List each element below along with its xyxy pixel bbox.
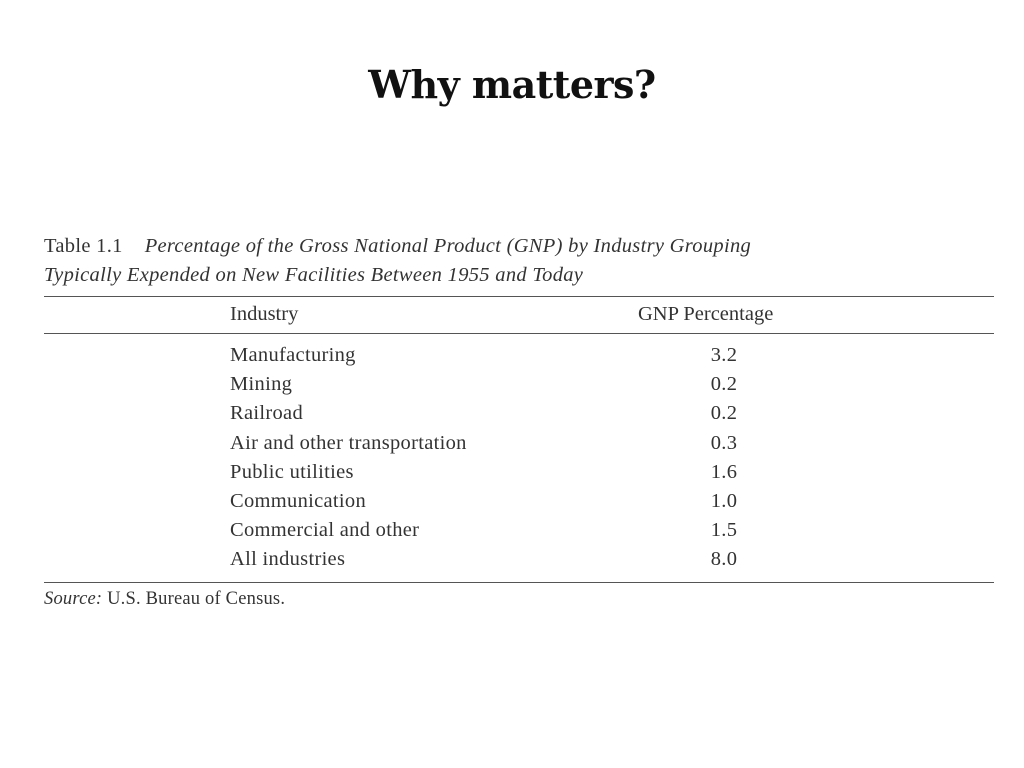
cell-industry: Air and other transportation bbox=[230, 431, 467, 454]
table-caption-line1: Percentage of the Gross National Product… bbox=[144, 235, 752, 257]
table-body: Manufacturing 3.2 Mining 0.2 Railroad 0.… bbox=[44, 334, 994, 582]
table-top-rule bbox=[44, 296, 994, 297]
cell-industry: Mining bbox=[230, 373, 293, 396]
table-row: Railroad 0.2 bbox=[44, 400, 994, 429]
table-label: Table 1.1 bbox=[44, 235, 123, 257]
cell-industry: Manufacturing bbox=[230, 344, 356, 366]
table-header-rule bbox=[44, 333, 994, 334]
header-gnp-percentage: GNP Percentage bbox=[638, 303, 774, 325]
table-bottom-rule bbox=[44, 581, 994, 583]
table-row: Air and other transportation 0.3 bbox=[44, 430, 994, 459]
cell-gnp: 1.5 bbox=[710, 519, 738, 542]
cell-gnp: 8.0 bbox=[710, 548, 738, 571]
cell-industry: Commercial and other bbox=[230, 519, 420, 542]
table-row: Commercial and other 1.5 bbox=[44, 517, 994, 546]
cell-gnp: 0.3 bbox=[710, 431, 738, 454]
table-row: Communication 1.0 bbox=[44, 488, 994, 517]
table-header-row: Industry GNP Percentage bbox=[44, 297, 994, 333]
cell-industry: Railroad bbox=[230, 402, 303, 425]
table-row: Manufacturing 3.2 bbox=[44, 342, 994, 371]
header-industry: Industry bbox=[230, 303, 299, 325]
table-figure: Table 1.1 Percentage of the Gross Nationa… bbox=[44, 232, 994, 610]
cell-gnp: 0.2 bbox=[710, 402, 738, 425]
cell-industry: Communication bbox=[230, 489, 366, 512]
cell-industry: Public utilities bbox=[230, 460, 354, 483]
cell-gnp: 3.2 bbox=[710, 344, 738, 366]
table-row: Public utilities 1.6 bbox=[44, 459, 994, 488]
table-source: Source: U.S. Bureau of Census. bbox=[44, 589, 994, 610]
cell-industry: All industries bbox=[230, 548, 346, 571]
table-caption-line2: Typically Expended on New Facilities Bet… bbox=[44, 264, 584, 286]
table-caption: Table 1.1 Percentage of the Gross Nationa… bbox=[44, 232, 994, 290]
source-text: U.S. Bureau of Census. bbox=[107, 588, 286, 609]
cell-gnp: 1.6 bbox=[710, 460, 738, 483]
cell-gnp: 1.0 bbox=[710, 489, 738, 512]
cell-gnp: 0.2 bbox=[710, 373, 738, 396]
table-row: All industries 8.0 bbox=[44, 546, 994, 575]
source-label: Source: bbox=[44, 588, 103, 609]
slide-title: Why matters? bbox=[368, 62, 656, 107]
table-row: Mining 0.2 bbox=[44, 371, 994, 400]
